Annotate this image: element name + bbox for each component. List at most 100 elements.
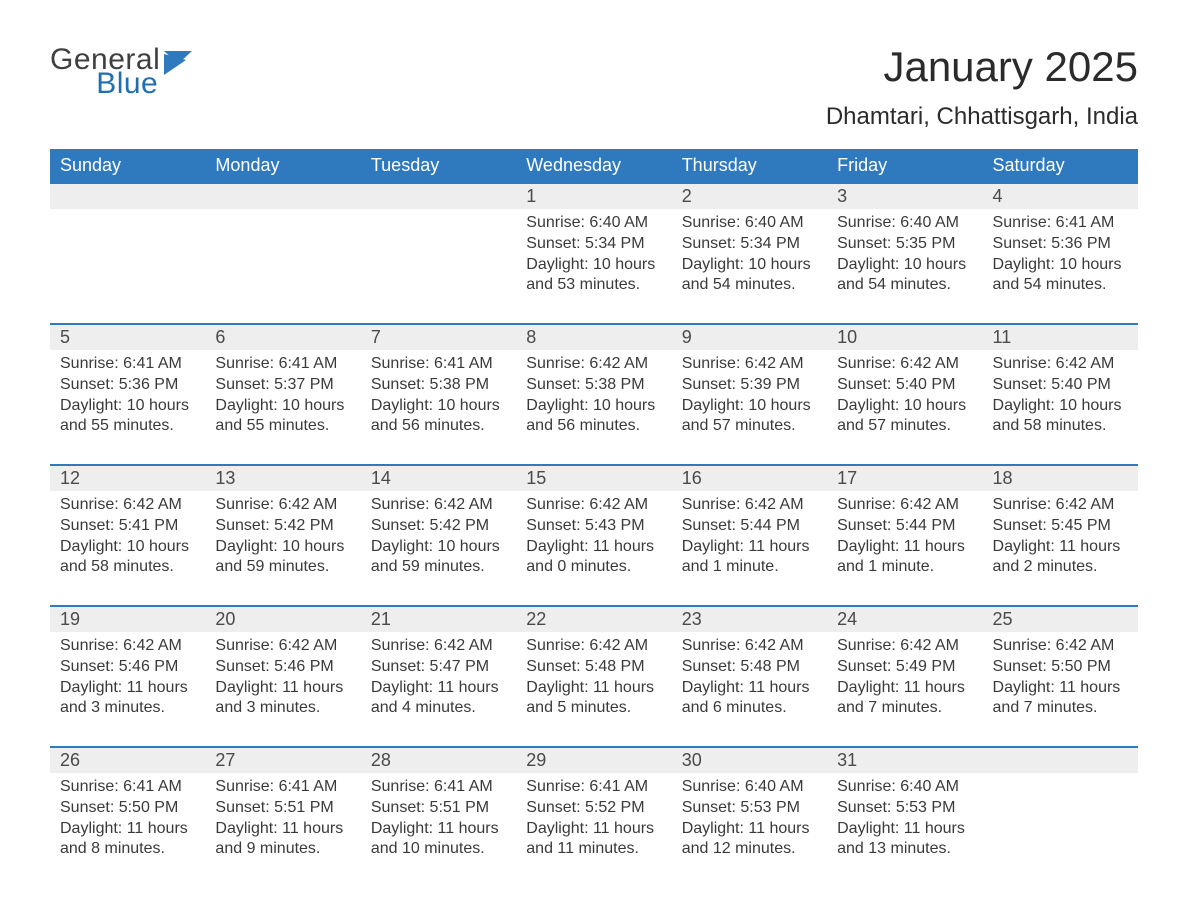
day-number-cell: 21 xyxy=(361,606,516,632)
day-number: 13 xyxy=(205,466,360,491)
week-daynum-row: 1234 xyxy=(50,183,1138,209)
daylight-text: Daylight: 11 hours and 9 minutes. xyxy=(215,819,354,861)
day-details: Sunrise: 6:42 AMSunset: 5:46 PMDaylight:… xyxy=(205,632,360,719)
day-cell: Sunrise: 6:41 AMSunset: 5:50 PMDaylight:… xyxy=(50,773,205,888)
sunset-text: Sunset: 5:48 PM xyxy=(526,657,665,678)
day-number: 4 xyxy=(983,184,1138,209)
sunset-text: Sunset: 5:47 PM xyxy=(371,657,510,678)
sunset-text: Sunset: 5:44 PM xyxy=(837,516,976,537)
daylight-text: Daylight: 11 hours and 7 minutes. xyxy=(993,678,1132,720)
day-number-cell: 24 xyxy=(827,606,982,632)
day-number: 3 xyxy=(827,184,982,209)
sunrise-text: Sunrise: 6:41 AM xyxy=(371,777,510,798)
daylight-text: Daylight: 10 hours and 58 minutes. xyxy=(60,537,199,579)
day-number-cell: 3 xyxy=(827,183,982,209)
day-details: Sunrise: 6:41 AMSunset: 5:51 PMDaylight:… xyxy=(205,773,360,860)
sunrise-text: Sunrise: 6:42 AM xyxy=(682,354,821,375)
day-cell: Sunrise: 6:42 AMSunset: 5:50 PMDaylight:… xyxy=(983,632,1138,747)
logo-flag-icon xyxy=(164,51,198,77)
day-number-cell: 18 xyxy=(983,465,1138,491)
sunset-text: Sunset: 5:53 PM xyxy=(682,798,821,819)
week-daynum-row: 567891011 xyxy=(50,324,1138,350)
day-number: 18 xyxy=(983,466,1138,491)
sunrise-text: Sunrise: 6:42 AM xyxy=(60,495,199,516)
sunrise-text: Sunrise: 6:40 AM xyxy=(837,777,976,798)
sunset-text: Sunset: 5:48 PM xyxy=(682,657,821,678)
day-number: 23 xyxy=(672,607,827,632)
day-number-cell: 22 xyxy=(516,606,671,632)
sunrise-text: Sunrise: 6:42 AM xyxy=(837,495,976,516)
day-details: Sunrise: 6:40 AMSunset: 5:53 PMDaylight:… xyxy=(827,773,982,860)
day-number-cell xyxy=(50,183,205,209)
day-number-cell xyxy=(361,183,516,209)
day-details: Sunrise: 6:41 AMSunset: 5:52 PMDaylight:… xyxy=(516,773,671,860)
day-number-cell: 15 xyxy=(516,465,671,491)
sunset-text: Sunset: 5:42 PM xyxy=(371,516,510,537)
day-number-cell: 10 xyxy=(827,324,982,350)
day-details: Sunrise: 6:42 AMSunset: 5:38 PMDaylight:… xyxy=(516,350,671,437)
day-cell: Sunrise: 6:42 AMSunset: 5:41 PMDaylight:… xyxy=(50,491,205,606)
day-details: Sunrise: 6:40 AMSunset: 5:35 PMDaylight:… xyxy=(827,209,982,296)
daylight-text: Daylight: 11 hours and 0 minutes. xyxy=(526,537,665,579)
day-number-cell: 7 xyxy=(361,324,516,350)
sunrise-text: Sunrise: 6:42 AM xyxy=(993,495,1132,516)
day-cell: Sunrise: 6:40 AMSunset: 5:35 PMDaylight:… xyxy=(827,209,982,324)
sunrise-text: Sunrise: 6:40 AM xyxy=(682,777,821,798)
calendar-table: SundayMondayTuesdayWednesdayThursdayFrid… xyxy=(50,149,1138,888)
sunset-text: Sunset: 5:45 PM xyxy=(993,516,1132,537)
calendar-header: SundayMondayTuesdayWednesdayThursdayFrid… xyxy=(50,149,1138,183)
day-cell xyxy=(205,209,360,324)
day-cell: Sunrise: 6:41 AMSunset: 5:51 PMDaylight:… xyxy=(205,773,360,888)
day-cell: Sunrise: 6:42 AMSunset: 5:45 PMDaylight:… xyxy=(983,491,1138,606)
week-details-row: Sunrise: 6:42 AMSunset: 5:41 PMDaylight:… xyxy=(50,491,1138,606)
day-number: 27 xyxy=(205,748,360,773)
sunset-text: Sunset: 5:52 PM xyxy=(526,798,665,819)
daylight-text: Daylight: 11 hours and 10 minutes. xyxy=(371,819,510,861)
daylight-text: Daylight: 10 hours and 54 minutes. xyxy=(837,255,976,297)
day-cell: Sunrise: 6:42 AMSunset: 5:44 PMDaylight:… xyxy=(827,491,982,606)
title-block: January 2025 Dhamtari, Chhattisgarh, Ind… xyxy=(826,45,1138,131)
day-cell: Sunrise: 6:42 AMSunset: 5:46 PMDaylight:… xyxy=(205,632,360,747)
sunset-text: Sunset: 5:50 PM xyxy=(993,657,1132,678)
sunrise-text: Sunrise: 6:42 AM xyxy=(837,636,976,657)
sunset-text: Sunset: 5:53 PM xyxy=(837,798,976,819)
day-cell: Sunrise: 6:40 AMSunset: 5:53 PMDaylight:… xyxy=(827,773,982,888)
logo: General Blue xyxy=(50,45,198,99)
sunset-text: Sunset: 5:36 PM xyxy=(60,375,199,396)
day-cell: Sunrise: 6:42 AMSunset: 5:44 PMDaylight:… xyxy=(672,491,827,606)
day-number-cell: 31 xyxy=(827,747,982,773)
daylight-text: Daylight: 10 hours and 58 minutes. xyxy=(993,396,1132,438)
sunset-text: Sunset: 5:43 PM xyxy=(526,516,665,537)
day-cell: Sunrise: 6:42 AMSunset: 5:40 PMDaylight:… xyxy=(827,350,982,465)
day-details: Sunrise: 6:42 AMSunset: 5:40 PMDaylight:… xyxy=(827,350,982,437)
sunrise-text: Sunrise: 6:42 AM xyxy=(215,636,354,657)
day-number: 26 xyxy=(50,748,205,773)
day-number-cell: 23 xyxy=(672,606,827,632)
day-cell: Sunrise: 6:42 AMSunset: 5:42 PMDaylight:… xyxy=(361,491,516,606)
day-number-cell: 25 xyxy=(983,606,1138,632)
day-number: 6 xyxy=(205,325,360,350)
week-details-row: Sunrise: 6:41 AMSunset: 5:36 PMDaylight:… xyxy=(50,350,1138,465)
day-details: Sunrise: 6:42 AMSunset: 5:46 PMDaylight:… xyxy=(50,632,205,719)
day-cell: Sunrise: 6:42 AMSunset: 5:49 PMDaylight:… xyxy=(827,632,982,747)
sunrise-text: Sunrise: 6:42 AM xyxy=(371,495,510,516)
daylight-text: Daylight: 11 hours and 1 minute. xyxy=(682,537,821,579)
day-details: Sunrise: 6:42 AMSunset: 5:40 PMDaylight:… xyxy=(983,350,1138,437)
day-number-cell: 19 xyxy=(50,606,205,632)
daylight-text: Daylight: 10 hours and 59 minutes. xyxy=(371,537,510,579)
day-details: Sunrise: 6:41 AMSunset: 5:51 PMDaylight:… xyxy=(361,773,516,860)
day-number: 24 xyxy=(827,607,982,632)
sunrise-text: Sunrise: 6:42 AM xyxy=(526,636,665,657)
daylight-text: Daylight: 10 hours and 54 minutes. xyxy=(682,255,821,297)
daylight-text: Daylight: 10 hours and 57 minutes. xyxy=(682,396,821,438)
day-number: 5 xyxy=(50,325,205,350)
week-details-row: Sunrise: 6:40 AMSunset: 5:34 PMDaylight:… xyxy=(50,209,1138,324)
day-cell: Sunrise: 6:42 AMSunset: 5:48 PMDaylight:… xyxy=(516,632,671,747)
day-cell: Sunrise: 6:42 AMSunset: 5:42 PMDaylight:… xyxy=(205,491,360,606)
day-number-cell: 6 xyxy=(205,324,360,350)
sunset-text: Sunset: 5:51 PM xyxy=(215,798,354,819)
daylight-text: Daylight: 10 hours and 56 minutes. xyxy=(526,396,665,438)
header-row: General Blue January 2025 Dhamtari, Chha… xyxy=(50,45,1138,131)
daylight-text: Daylight: 11 hours and 5 minutes. xyxy=(526,678,665,720)
day-details: Sunrise: 6:40 AMSunset: 5:53 PMDaylight:… xyxy=(672,773,827,860)
